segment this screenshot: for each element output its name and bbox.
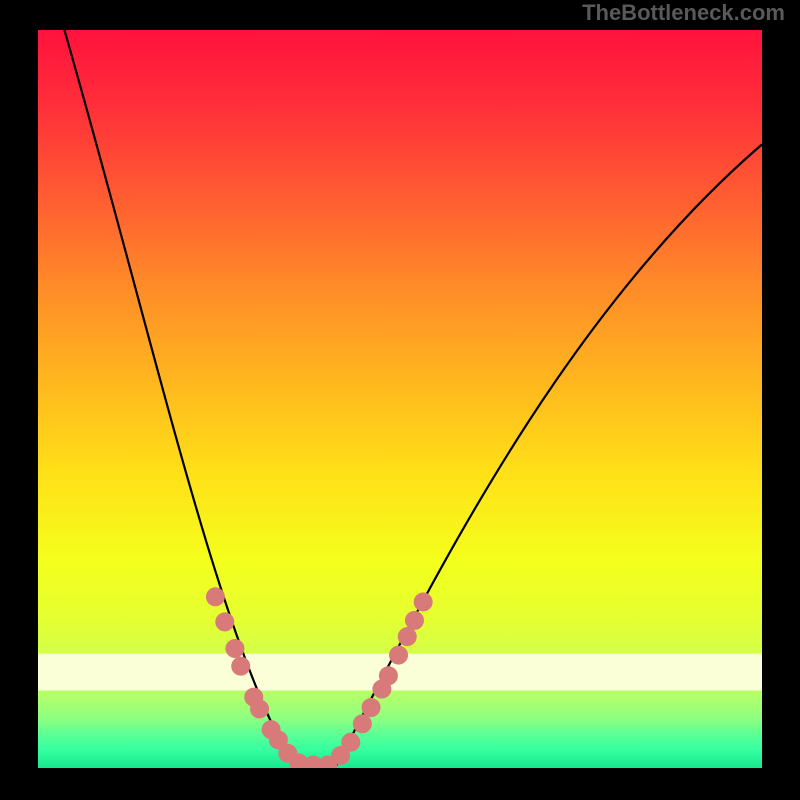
curve-marker	[216, 613, 234, 631]
curve-marker	[226, 639, 244, 657]
curve-marker	[379, 667, 397, 685]
curve-marker	[342, 733, 360, 751]
curve-marker	[353, 715, 371, 733]
chart-svg	[0, 0, 800, 800]
curve-marker	[362, 698, 380, 716]
curve-marker	[390, 646, 408, 664]
curve-marker	[251, 700, 269, 718]
watermark-text: TheBottleneck.com	[582, 0, 785, 26]
curve-marker	[414, 593, 432, 611]
curve-marker	[405, 611, 423, 629]
curve-marker	[206, 588, 224, 606]
curve-marker	[232, 657, 250, 675]
curve-marker	[398, 628, 416, 646]
chart-canvas: TheBottleneck.com	[0, 0, 800, 800]
